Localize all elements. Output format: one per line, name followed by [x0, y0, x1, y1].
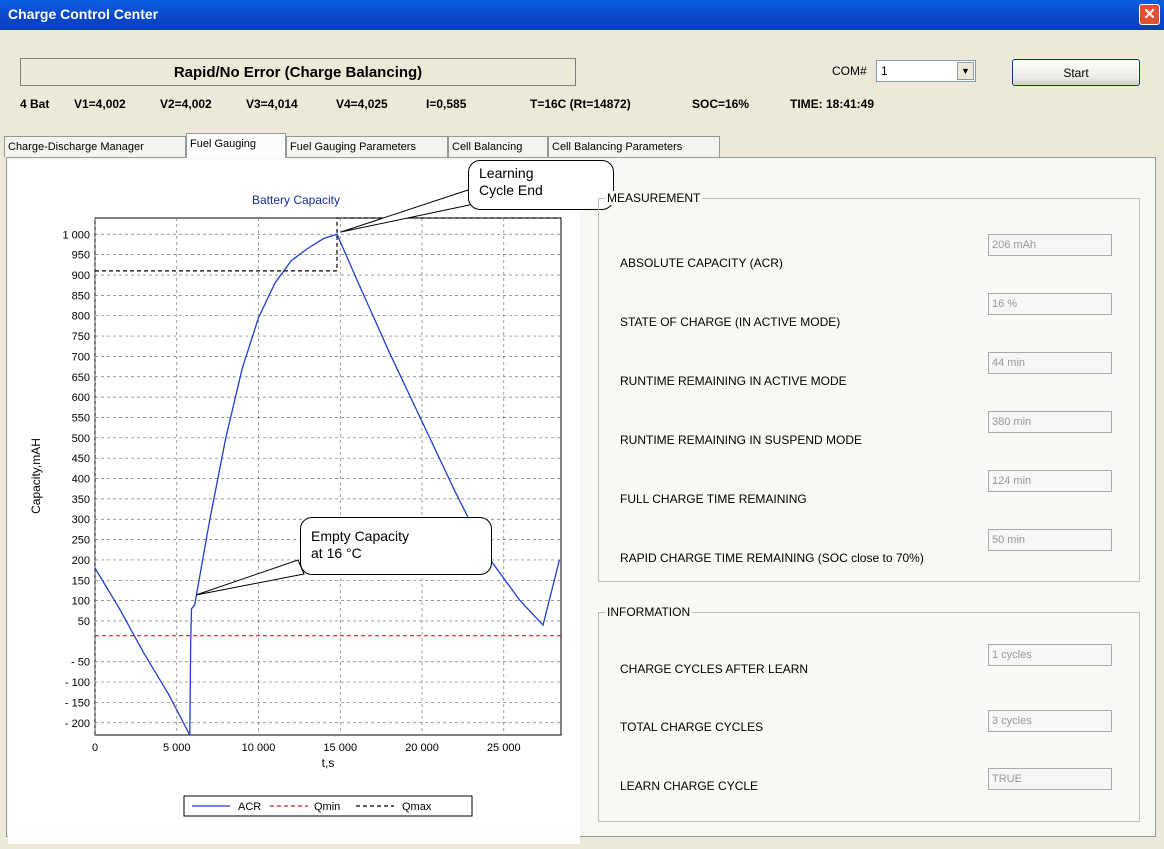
- empty-capacity-callout: Empty Capacity at 16 °C: [300, 517, 492, 575]
- soc-field[interactable]: 16 %: [988, 293, 1112, 315]
- chevron-down-icon[interactable]: ▼: [957, 62, 974, 80]
- y-tick-label: 550: [72, 412, 90, 424]
- x-axis-label: t,s: [322, 756, 335, 770]
- legend-label-qmax: Qmax: [402, 801, 432, 813]
- y-tick-label: 850: [72, 290, 90, 302]
- y-tick-label: 600: [72, 392, 90, 404]
- y-tick-label: 500: [72, 433, 90, 445]
- chart-legend: ACR Qmin Qmax: [183, 795, 473, 817]
- acr-label: ABSOLUTE CAPACITY (ACR): [620, 256, 783, 270]
- total-cycles-field[interactable]: 3 cycles: [988, 710, 1112, 732]
- runtime-active-field[interactable]: 44 min: [988, 352, 1112, 374]
- rapid-charge-label: RAPID CHARGE TIME REMAINING (SOC close t…: [620, 551, 924, 565]
- total-cycles-label: TOTAL CHARGE CYCLES: [620, 720, 764, 734]
- y-tick-label: - 50: [71, 657, 90, 669]
- chart-series: [94, 217, 561, 736]
- y-tick-label: 700: [72, 351, 90, 363]
- com-select[interactable]: 1 ▼: [876, 60, 976, 82]
- grid-lines: [94, 218, 561, 735]
- y-tick-label: 950: [72, 250, 90, 262]
- runtime-active-label: RUNTIME REMAINING IN ACTIVE MODE: [620, 374, 847, 388]
- start-button[interactable]: Start: [1012, 59, 1140, 86]
- tab-fuel-gauging[interactable]: Fuel Gauging: [186, 133, 286, 158]
- y-tick-label: 100: [72, 596, 90, 608]
- y-tick-labels: - 200 - 150 - 100 - 50 50 100 150 200 250 300 350 4…: [62, 229, 90, 730]
- com-label: COM#: [832, 64, 867, 78]
- status-display: Rapid/No Error (Charge Balancing): [20, 58, 576, 86]
- chart-title: Battery Capacity: [252, 193, 340, 207]
- legend-label-qmin: Qmin: [314, 801, 340, 813]
- acr-field[interactable]: 206 mAh: [988, 234, 1112, 256]
- battery-capacity-chart: Battery Capacity - 200 - 150 - 100 - 50 50 10…: [29, 193, 562, 817]
- rapid-charge-field[interactable]: 50 min: [988, 529, 1112, 551]
- y-tick-label: 150: [72, 575, 90, 587]
- temperature-reading: T=16C (Rt=14872): [530, 97, 631, 111]
- learning-cycle-callout: Learning Cycle End: [468, 160, 614, 210]
- tab-cell-balancing-parameters[interactable]: Cell Balancing Parameters: [548, 136, 720, 157]
- information-title: INFORMATION: [605, 605, 693, 619]
- y-tick-label: 400: [72, 474, 90, 486]
- full-charge-label: FULL CHARGE TIME REMAINING: [620, 492, 807, 506]
- chart-area: Battery Capacity - 200 - 150 - 100 - 50 50 10…: [8, 160, 580, 844]
- voltage-v1: V1=4,002: [74, 97, 126, 111]
- voltage-v4: V4=4,025: [336, 97, 388, 111]
- y-tick-label: 200: [72, 555, 90, 567]
- y-tick-label: 650: [72, 372, 90, 384]
- y-tick-label: 350: [72, 494, 90, 506]
- tab-fuel-gauging-parameters[interactable]: Fuel Gauging Parameters: [286, 136, 448, 157]
- y-tick-label: 450: [72, 453, 90, 465]
- close-icon: ✕: [1143, 6, 1156, 23]
- x-tick-label: 20 000: [405, 742, 439, 754]
- legend-label-acr: ACR: [238, 801, 261, 813]
- tab-cell-balancing[interactable]: Cell Balancing: [448, 136, 548, 157]
- y-tick-label: - 150: [65, 697, 90, 709]
- current-reading: I=0,585: [426, 97, 467, 111]
- title-bar: Charge Control Center ✕: [0, 0, 1164, 30]
- measurement-title: MEASUREMENT: [605, 191, 703, 205]
- time-reading: TIME: 18:41:49: [790, 97, 875, 111]
- soc-reading: SOC=16%: [692, 97, 750, 111]
- x-tick-label: 0: [92, 742, 98, 754]
- y-tick-label: 750: [72, 331, 90, 343]
- runtime-suspend-label: RUNTIME REMAINING IN SUSPEND MODE: [620, 433, 863, 447]
- tab-charge-discharge-manager[interactable]: Charge-Discharge Manager: [4, 136, 186, 157]
- y-tick-label: 250: [72, 535, 90, 547]
- learning-callout-line1: Learning: [479, 165, 534, 181]
- series-line-qmax: [95, 217, 561, 272]
- y-tick-label: 300: [72, 514, 90, 526]
- soc-label: STATE OF CHARGE (IN ACTIVE MODE): [620, 315, 841, 329]
- series-line-acr: [94, 233, 561, 736]
- information-group: INFORMATION: [598, 605, 1140, 822]
- empty-callout-line2: at 16 °C: [311, 545, 362, 561]
- x-tick-label: 5 000: [163, 742, 191, 754]
- empty-callout-line1: Empty Capacity: [311, 528, 410, 544]
- y-tick-label: 900: [72, 270, 90, 282]
- x-tick-label: 25 000: [487, 742, 521, 754]
- window-title: Charge Control Center: [8, 6, 159, 22]
- learn-charge-cycle-label: LEARN CHARGE CYCLE: [620, 779, 759, 793]
- full-charge-field[interactable]: 124 min: [988, 470, 1112, 492]
- y-axis-label: Capacity,mAH: [29, 438, 43, 514]
- voltage-v3: V3=4,014: [246, 97, 298, 111]
- y-tick-label: 50: [78, 616, 90, 628]
- y-tick-label: - 200: [65, 718, 90, 730]
- cycles-after-learn-field[interactable]: 1 cycles: [988, 644, 1112, 666]
- learning-callout-line2: Cycle End: [479, 182, 543, 198]
- cycles-after-learn-label: CHARGE CYCLES AFTER LEARN: [620, 662, 809, 676]
- runtime-suspend-field[interactable]: 380 min: [988, 411, 1112, 433]
- y-tick-label: - 100: [65, 677, 90, 689]
- battery-count: 4 Bat: [20, 97, 50, 111]
- voltage-v2: V2=4,002: [160, 97, 212, 111]
- x-tick-label: 10 000: [242, 742, 276, 754]
- measurement-group: MEASUREMENT: [598, 191, 1140, 582]
- x-tick-label: 15 000: [323, 742, 357, 754]
- tab-bar: Charge-Discharge Manager Fuel Gauging Fu…: [0, 133, 740, 158]
- close-button[interactable]: ✕: [1139, 4, 1160, 25]
- y-tick-label: 800: [72, 311, 90, 323]
- x-tick-labels: 0 5 000 10 000 15 000 20 000 25 000: [92, 742, 521, 754]
- learn-charge-cycle-field[interactable]: TRUE: [988, 768, 1112, 790]
- com-value: 1: [881, 64, 888, 78]
- y-tick-label: 1 000: [62, 229, 90, 241]
